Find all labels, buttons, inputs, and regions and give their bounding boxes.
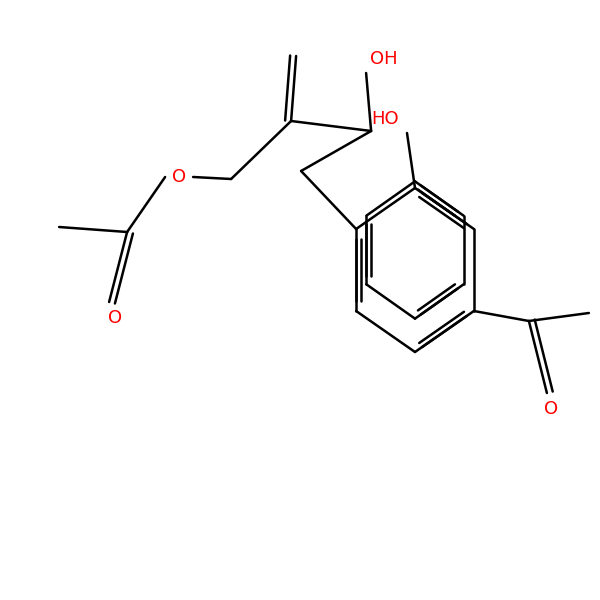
Text: O: O bbox=[544, 400, 558, 418]
Text: HO: HO bbox=[371, 110, 399, 128]
Text: O: O bbox=[172, 168, 186, 186]
Text: OH: OH bbox=[370, 50, 398, 68]
Text: O: O bbox=[108, 309, 122, 327]
